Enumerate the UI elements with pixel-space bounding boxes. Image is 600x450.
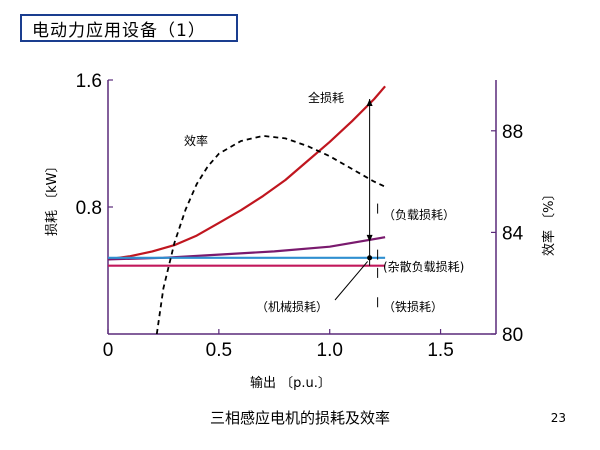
y-axis-left-label: 损耗 〔kW〕 bbox=[45, 159, 60, 236]
chart-series bbox=[107, 85, 386, 335]
x-tick-label: 1.0 bbox=[317, 340, 343, 361]
chart-axes: 0 0.5 1.0 1.5 1.6 0.8 88 84 80 输出 〔p.u.〕 损耗 〔kW〕 效率… bbox=[45, 71, 557, 391]
slide-title: 电动力应用设备（1） bbox=[32, 20, 206, 41]
arrow-head-middle bbox=[366, 234, 373, 242]
arrow-head-top bbox=[366, 99, 373, 107]
loss-efficiency-chart: 0 0.5 1.0 1.5 1.6 0.8 88 84 80 输出 〔p.u.〕 损耗 〔kW〕 效率… bbox=[45, 71, 557, 391]
y-right-tick-label: 84 bbox=[502, 223, 524, 244]
y-axis-right-label: 效率 〔%〕 bbox=[541, 188, 557, 257]
x-tick-label: 1.5 bbox=[427, 340, 453, 361]
y-left-tick-label: 0.8 bbox=[76, 198, 102, 219]
annotation-iron-loss: （铁损耗） bbox=[383, 300, 443, 314]
y-right-tick-label: 80 bbox=[502, 325, 523, 346]
x-tick-label: 0 bbox=[103, 340, 114, 361]
series-line-stray-load-loss bbox=[107, 236, 386, 261]
annotation-efficiency: 效率 bbox=[184, 133, 208, 148]
y-left-tick-label: 1.6 bbox=[76, 71, 102, 92]
y-right-tick-label: 88 bbox=[502, 122, 523, 143]
mechanical-loss-leader bbox=[334, 261, 369, 301]
slide-title-box: 电动力应用设备（1） bbox=[20, 14, 238, 42]
annotation-load-loss: （负载损耗） bbox=[383, 208, 455, 222]
annotation-total-loss: 全损耗 bbox=[308, 90, 344, 105]
x-tick-label: 0.5 bbox=[206, 340, 232, 361]
series-line-total-loss bbox=[107, 85, 386, 261]
mechanical-loss-point bbox=[367, 255, 373, 261]
annotation-mechanical-loss: （机械损耗） bbox=[256, 299, 328, 314]
annotation-stray-load-loss: (杂散负载损耗) bbox=[383, 259, 464, 274]
figure-caption: 三相感应电机的损耗及效率 bbox=[209, 409, 390, 427]
x-axis-label: 输出 〔p.u.〕 bbox=[250, 375, 331, 391]
page-number: 23 bbox=[550, 411, 566, 425]
